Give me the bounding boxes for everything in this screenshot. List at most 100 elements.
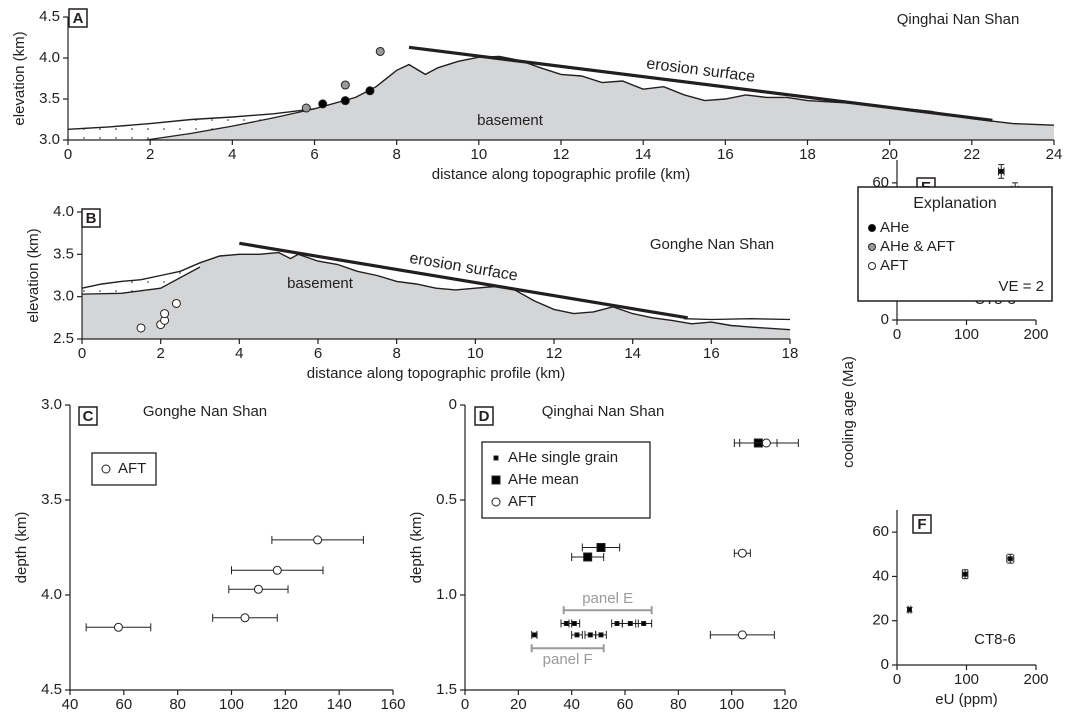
panel-label: A xyxy=(73,10,84,27)
y-axis-label: depth (km) xyxy=(13,512,30,584)
panel-title: Qinghai Nan Shan xyxy=(542,403,665,420)
x-axis-label: eU (ppm) xyxy=(935,691,998,708)
x-tick-label: 10 xyxy=(467,345,484,362)
panel-label: D xyxy=(479,408,490,425)
x-tick-label: 14 xyxy=(635,146,652,163)
y-tick-label: 40 xyxy=(872,567,889,584)
legend-label: AHe single grain xyxy=(508,449,618,466)
point xyxy=(908,608,912,612)
x-tick-label: 8 xyxy=(392,345,400,362)
y-tick-label: 4.0 xyxy=(53,203,74,220)
point xyxy=(341,81,349,89)
point xyxy=(376,47,384,55)
point xyxy=(738,549,746,557)
x-tick-label: 22 xyxy=(963,146,980,163)
y-tick-label: 4.5 xyxy=(39,8,60,25)
x-tick-label: 100 xyxy=(719,696,744,713)
panel-title: Gonghe Nan Shan xyxy=(650,236,774,253)
legend-label: AFT xyxy=(508,493,536,510)
legend-marker xyxy=(492,498,500,506)
y-tick-label: 1.5 xyxy=(436,681,457,698)
x-axis-label: distance along topographic profile (km) xyxy=(307,365,565,382)
x-tick-label: 0 xyxy=(893,671,901,688)
point xyxy=(241,614,249,622)
point xyxy=(564,622,568,626)
point xyxy=(341,97,349,105)
point xyxy=(314,536,322,544)
y-tick-label: 1.0 xyxy=(436,586,457,603)
x-tick-label: 160 xyxy=(380,696,405,713)
x-tick-label: 0 xyxy=(78,345,86,362)
panel-title: Qinghai Nan Shan xyxy=(897,11,1020,28)
x-tick-label: 12 xyxy=(546,345,563,362)
bracket-label: panel E xyxy=(582,590,633,607)
point xyxy=(114,623,122,631)
explanation-title: Explanation xyxy=(913,195,997,212)
point xyxy=(273,566,281,574)
x-tick-label: 2 xyxy=(156,345,164,362)
y-axis-label: elevation (km) xyxy=(25,228,42,322)
point xyxy=(302,104,310,112)
y-tick-label: 4.0 xyxy=(41,586,62,603)
y-tick-label: 0 xyxy=(449,396,457,413)
legend-label: AFT xyxy=(880,257,908,274)
y-tick-label: 0.5 xyxy=(436,491,457,508)
x-tick-label: 0 xyxy=(893,326,901,343)
point xyxy=(161,310,169,318)
legend-marker xyxy=(869,263,876,270)
x-tick-label: 140 xyxy=(327,696,352,713)
x-tick-label: 200 xyxy=(1023,671,1048,688)
cover-line xyxy=(684,319,790,320)
basement-label: basement xyxy=(477,112,544,129)
y-axis-label: depth (km) xyxy=(408,512,425,584)
x-tick-label: 16 xyxy=(703,345,720,362)
x-tick-label: 18 xyxy=(799,146,816,163)
sample-label: CT8-6 xyxy=(974,631,1016,648)
point xyxy=(615,622,619,626)
y-tick-label: 4.5 xyxy=(41,681,62,698)
y-tick-label: 0 xyxy=(881,311,889,328)
x-tick-label: 200 xyxy=(1023,326,1048,343)
y-tick-label: 3.0 xyxy=(41,396,62,413)
panel-label: C xyxy=(83,408,94,425)
x-tick-label: 8 xyxy=(392,146,400,163)
x-tick-label: 60 xyxy=(115,696,132,713)
legend-marker xyxy=(494,456,498,460)
x-tick-label: 4 xyxy=(228,146,236,163)
x-tick-label: 100 xyxy=(954,326,979,343)
x-tick-label: 100 xyxy=(954,671,979,688)
y-tick-label: 3.0 xyxy=(39,131,60,148)
x-tick-label: 10 xyxy=(470,146,487,163)
x-tick-label: 6 xyxy=(314,345,322,362)
x-tick-label: 60 xyxy=(617,696,634,713)
bracket-label: panel F xyxy=(543,651,593,668)
point xyxy=(1008,557,1012,561)
point xyxy=(599,633,603,637)
x-tick-label: 80 xyxy=(169,696,186,713)
x-tick-label: 120 xyxy=(772,696,797,713)
panel-title: Gonghe Nan Shan xyxy=(143,403,267,420)
legend-label: AFT xyxy=(118,460,146,477)
legend-marker xyxy=(102,465,110,473)
point xyxy=(642,622,646,626)
point xyxy=(254,585,262,593)
explanation-note: VE = 2 xyxy=(999,278,1044,295)
point xyxy=(532,633,536,637)
y-tick-label: 4.0 xyxy=(39,49,60,66)
legend-marker xyxy=(869,225,876,232)
y-tick-label: 3.5 xyxy=(39,90,60,107)
figure: erosion surfacebasement02468101214161820… xyxy=(0,0,1081,717)
y-axis-label: cooling age (Ma) xyxy=(840,356,857,468)
x-tick-label: 18 xyxy=(782,345,799,362)
panel-label: B xyxy=(86,210,97,227)
x-tick-label: 6 xyxy=(310,146,318,163)
x-tick-label: 2 xyxy=(146,146,154,163)
x-tick-label: 24 xyxy=(1046,146,1063,163)
point xyxy=(584,553,592,561)
x-tick-label: 14 xyxy=(624,345,641,362)
x-tick-label: 0 xyxy=(64,146,72,163)
basement-label: basement xyxy=(287,275,354,292)
x-tick-label: 80 xyxy=(670,696,687,713)
y-tick-label: 2.5 xyxy=(53,330,74,347)
panel-label: F xyxy=(917,516,926,533)
